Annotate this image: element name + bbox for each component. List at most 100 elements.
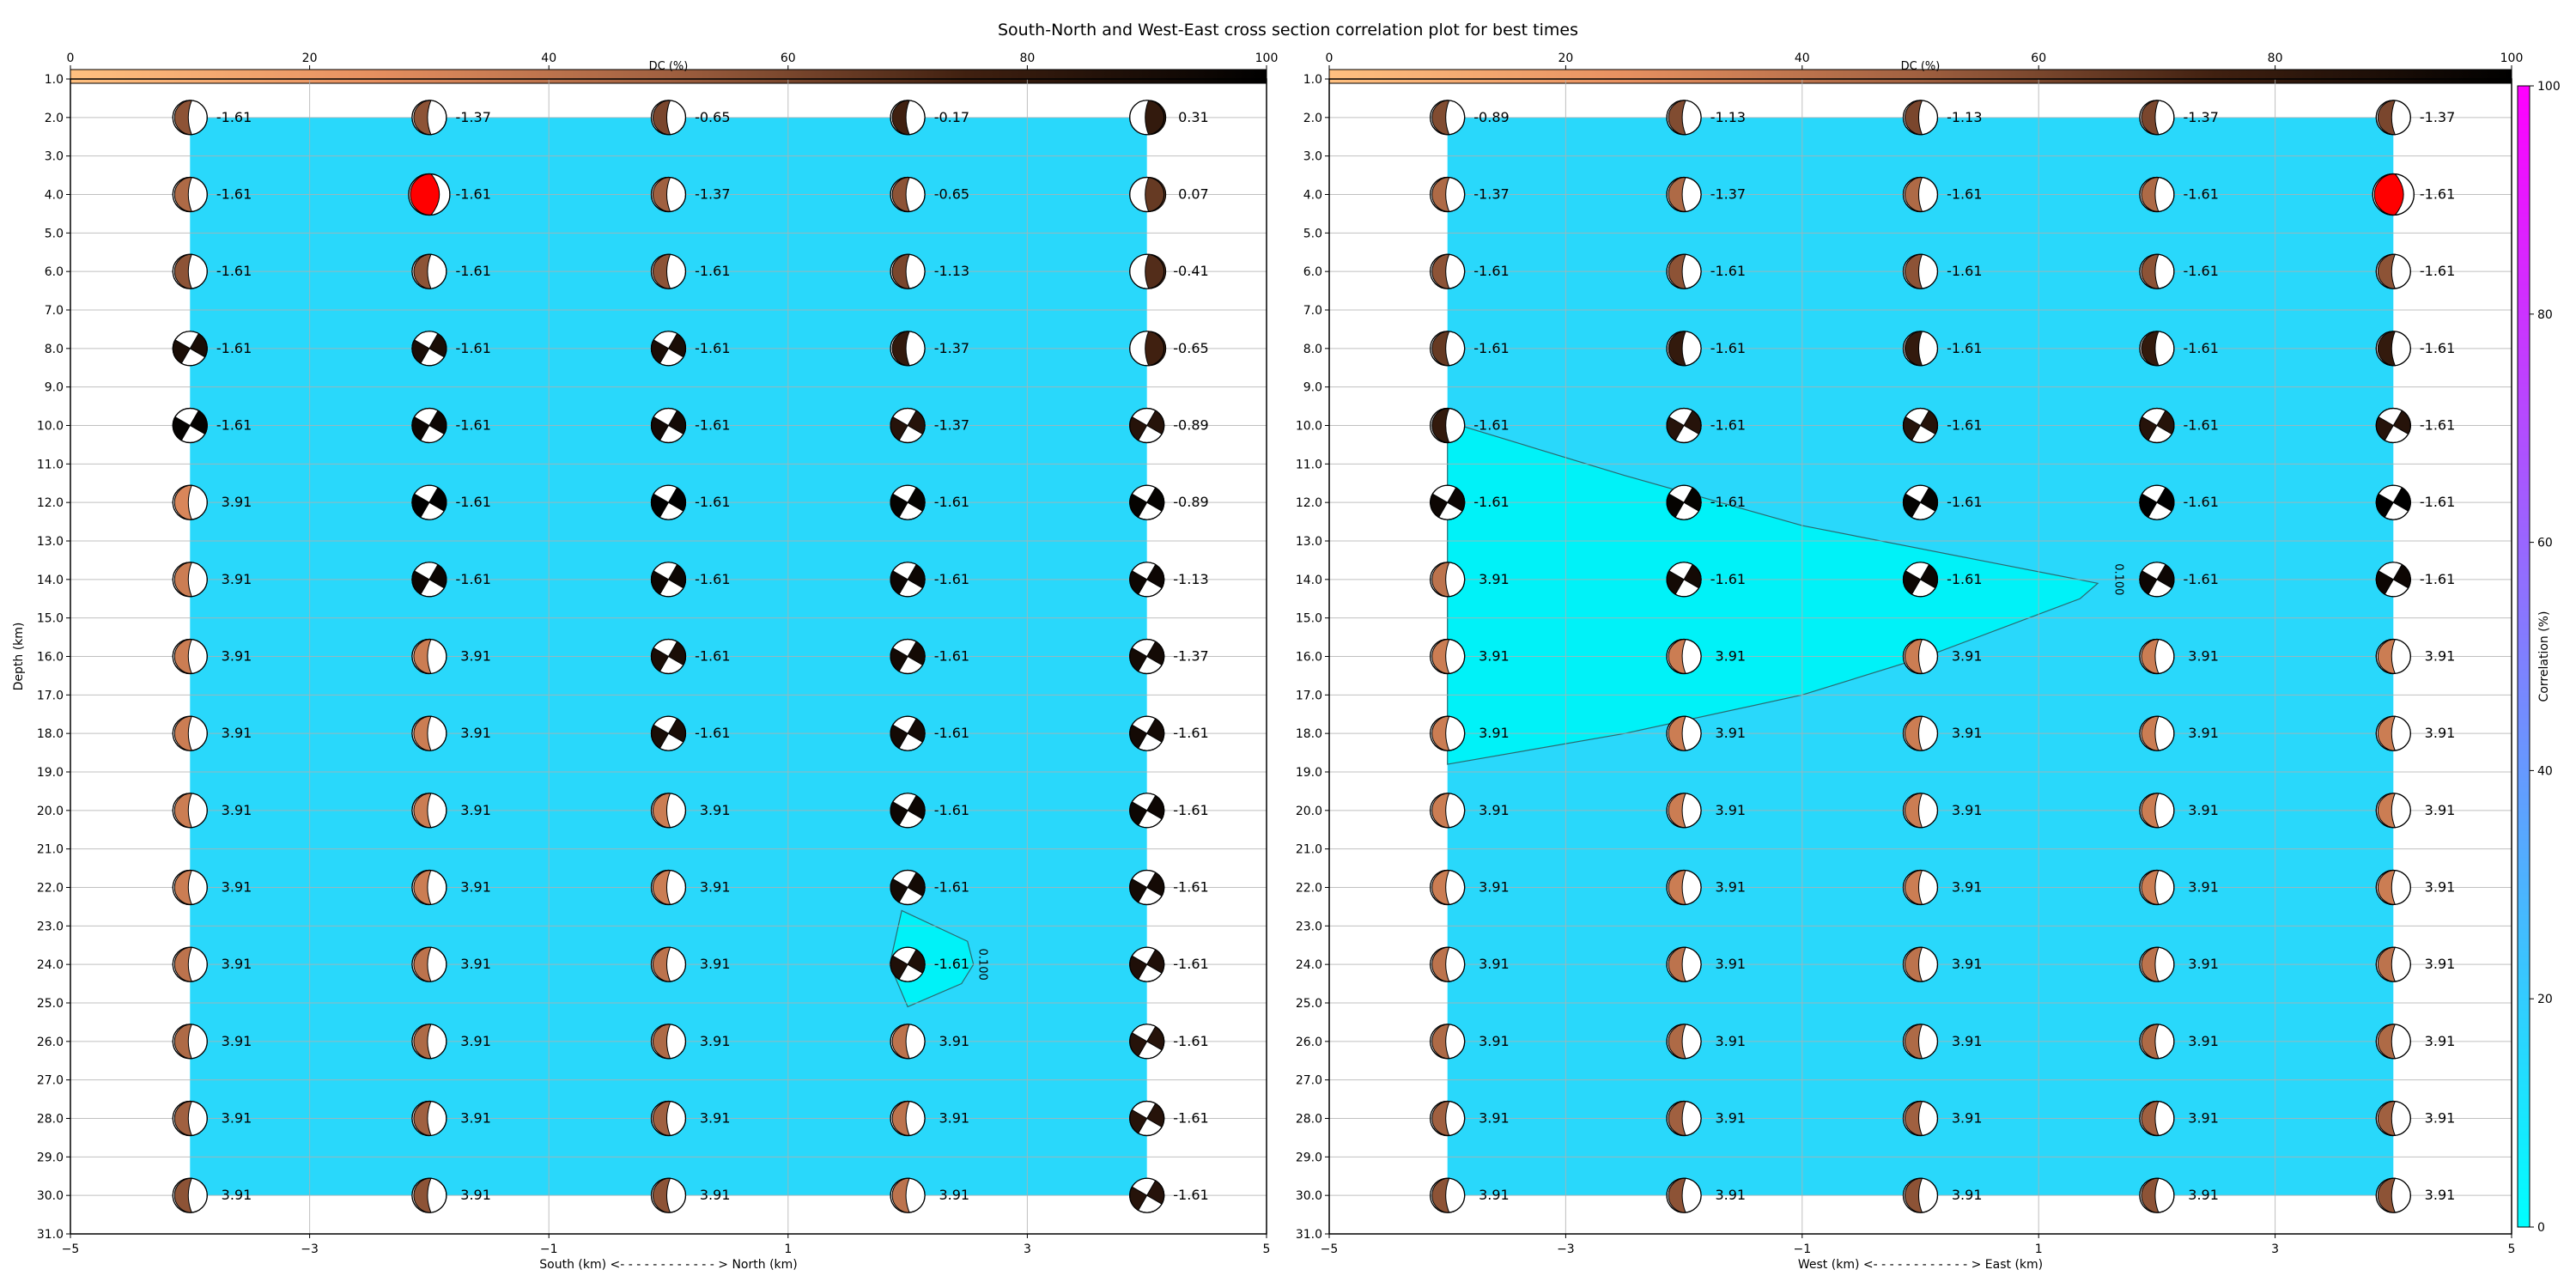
solution-value-label: 3.91 bbox=[1479, 725, 1510, 741]
focal-mechanism-beachball bbox=[1666, 869, 1702, 906]
focal-mechanism-beachball bbox=[650, 869, 687, 906]
y-tick-label: 30.0 bbox=[37, 1189, 64, 1203]
focal-mechanism-beachball bbox=[650, 1100, 687, 1137]
focal-mechanism-beachball bbox=[1129, 869, 1165, 906]
dc-colorbar-tick-label: 100 bbox=[1255, 52, 1279, 65]
solution-value-label: 3.91 bbox=[2425, 1033, 2456, 1049]
dc-colorbar-tick-label: 60 bbox=[781, 52, 796, 65]
solution-value-label: -1.61 bbox=[1947, 340, 1982, 356]
focal-mechanism-beachball bbox=[1902, 715, 1939, 751]
solution-value-label: -1.61 bbox=[1173, 1033, 1208, 1049]
focal-mechanism-beachball bbox=[2375, 1177, 2411, 1213]
solution-value-label: 3.91 bbox=[1715, 1187, 1746, 1203]
solution-value-label: 3.91 bbox=[700, 879, 731, 896]
solution-value-label: 3.91 bbox=[2188, 725, 2219, 741]
focal-mechanism-beachball bbox=[1129, 100, 1167, 136]
solution-value-label: 3.91 bbox=[1479, 1033, 1510, 1049]
x-tick-label: −1 bbox=[540, 1242, 558, 1256]
dc-colorbar-tick-label: 80 bbox=[2268, 52, 2283, 65]
y-tick-label: 5.0 bbox=[1303, 227, 1322, 240]
solution-value-label: -1.61 bbox=[1710, 571, 1746, 587]
y-tick-label: 27.0 bbox=[37, 1074, 64, 1088]
focal-mechanism-beachball bbox=[1129, 562, 1165, 598]
dc-colorbar-tick-label: 20 bbox=[302, 52, 318, 65]
focal-mechanism-beachball bbox=[172, 100, 208, 136]
solution-value-label: 3.91 bbox=[939, 1187, 969, 1203]
focal-mechanism-beachball bbox=[172, 1177, 208, 1213]
y-tick-label: 1.0 bbox=[45, 73, 64, 87]
solution-value-label: -1.61 bbox=[455, 417, 490, 434]
y-tick-label: 5.0 bbox=[45, 227, 64, 240]
solution-value-label: 3.91 bbox=[2188, 956, 2219, 972]
focal-mechanism-beachball bbox=[890, 715, 926, 751]
solution-value-label: 3.91 bbox=[2425, 1187, 2456, 1203]
focal-mechanism-beachball bbox=[650, 100, 687, 136]
solution-value-label: -1.37 bbox=[1173, 648, 1208, 665]
focal-mechanism-beachball bbox=[650, 407, 687, 444]
focal-mechanism-beachball bbox=[890, 1100, 926, 1137]
y-tick-label: 30.0 bbox=[1296, 1189, 1322, 1203]
focal-mechanism-beachball bbox=[650, 1024, 687, 1060]
solution-value-label: -0.17 bbox=[934, 109, 969, 125]
solution-value-label: 3.91 bbox=[1952, 648, 1983, 665]
y-tick-label: 22.0 bbox=[37, 882, 64, 896]
x-tick-label: −5 bbox=[1321, 1242, 1339, 1256]
solution-value-label: 3.91 bbox=[1952, 802, 1983, 818]
solution-value-label: 3.91 bbox=[222, 725, 252, 741]
correlation-colorbar-tick-label: 60 bbox=[2537, 537, 2553, 550]
focal-mechanism-beachball bbox=[1129, 1177, 1165, 1213]
solution-value-label: -1.61 bbox=[1173, 1187, 1208, 1203]
focal-mechanism-beachball bbox=[1902, 1100, 1939, 1137]
focal-mechanism-beachball bbox=[2375, 100, 2411, 136]
y-tick-label: 25.0 bbox=[37, 997, 64, 1011]
focal-mechanism-beachball bbox=[2375, 715, 2411, 751]
solution-value-label: -1.61 bbox=[934, 802, 969, 818]
solution-value-label: -1.61 bbox=[1947, 186, 1982, 203]
solution-value-label: 3.91 bbox=[1479, 879, 1510, 896]
y-tick-label: 29.0 bbox=[37, 1151, 64, 1164]
solution-value-label: 3.91 bbox=[1952, 956, 1983, 972]
solution-value-label: -1.13 bbox=[1173, 571, 1208, 587]
solution-value-label: 3.91 bbox=[700, 802, 731, 818]
focal-mechanism-beachball bbox=[890, 562, 926, 598]
solution-value-label: -1.61 bbox=[2420, 571, 2455, 587]
focal-mechanism-beachball bbox=[650, 484, 687, 520]
solution-value-label: -0.65 bbox=[934, 186, 969, 203]
focal-mechanism-beachball bbox=[1666, 1177, 1702, 1213]
focal-mechanism-beachball bbox=[172, 253, 208, 289]
solution-value-label: -1.61 bbox=[455, 263, 490, 279]
solution-value-label: 3.91 bbox=[222, 1187, 252, 1203]
solution-value-label: 0.31 bbox=[1178, 109, 1209, 125]
focal-mechanism-beachball bbox=[2139, 331, 2175, 367]
solution-value-label: 3.91 bbox=[460, 1110, 491, 1127]
x-tick-label: 1 bbox=[784, 1242, 792, 1256]
focal-mechanism-beachball bbox=[1430, 253, 1466, 289]
y-tick-label: 20.0 bbox=[37, 805, 64, 818]
solution-value-label: 3.91 bbox=[1715, 879, 1746, 896]
solution-value-label: -1.61 bbox=[934, 956, 969, 972]
x-tick-label: −5 bbox=[62, 1242, 80, 1256]
focal-mechanism-beachball bbox=[1902, 946, 1939, 982]
focal-mechanism-beachball bbox=[1129, 1024, 1165, 1060]
focal-mechanism-beachball bbox=[1666, 484, 1702, 520]
focal-mechanism-beachball bbox=[1430, 1177, 1466, 1213]
focal-mechanism-beachball bbox=[172, 1100, 208, 1137]
focal-mechanism-beachball bbox=[650, 253, 687, 289]
focal-mechanism-beachball bbox=[1902, 253, 1939, 289]
focal-mechanism-beachball bbox=[650, 1177, 687, 1213]
focal-mechanism-beachball bbox=[172, 869, 208, 906]
dc-colorbar bbox=[70, 69, 1267, 84]
y-tick-label: 31.0 bbox=[1296, 1228, 1322, 1242]
solution-value-label: -1.61 bbox=[1947, 571, 1982, 587]
solution-value-label: -0.65 bbox=[695, 109, 730, 125]
focal-mechanism-beachball bbox=[1430, 562, 1466, 598]
focal-mechanism-beachball bbox=[1430, 869, 1466, 906]
focal-mechanism-beachball bbox=[1666, 715, 1702, 751]
focal-mechanism-beachball bbox=[2139, 869, 2175, 906]
focal-mechanism-beachball bbox=[2375, 793, 2411, 829]
solution-value-label: 3.91 bbox=[222, 1033, 252, 1049]
focal-mechanism-beachball bbox=[1902, 1024, 1939, 1060]
dc-colorbar-tick-label: 80 bbox=[1019, 52, 1035, 65]
focal-mechanism-beachball bbox=[2139, 253, 2175, 289]
y-tick-label: 21.0 bbox=[37, 843, 64, 857]
